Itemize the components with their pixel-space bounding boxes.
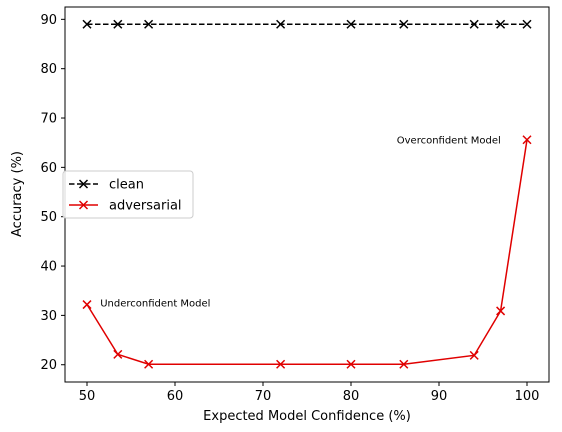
data-point-clean [522,19,532,29]
marker-stroke [144,19,154,29]
data-point-clean [276,19,286,29]
data-point-adversarial [113,349,123,359]
data-point-adversarial [399,359,409,369]
data-point-adversarial [276,359,286,369]
data-point-adversarial [496,306,506,316]
x-axis-label: Expected Model Confidence (%) [203,409,411,424]
x-tick-label: 100 [515,389,540,404]
marker-stroke [522,19,532,29]
legend: clean adversarial [62,170,194,219]
marker-stroke [113,19,123,29]
legend-marker-clean [78,179,89,189]
legend-label-clean: clean [109,178,144,193]
data-point-adversarial [82,300,92,310]
y-tick-label: 60 [40,161,57,176]
y-tick-label: 70 [40,112,57,127]
marker-stroke [346,19,356,29]
x-tick-label: 70 [255,389,272,404]
x-tick-label: 50 [79,389,96,404]
data-point-clean [113,19,123,29]
y-tick-label: 80 [40,62,57,77]
legend-box [62,170,194,219]
data-point-clean [469,19,479,29]
data-point-clean [399,19,409,29]
marker-stroke [82,19,92,29]
y-axis: 20 30 40 50 60 70 80 90 [40,13,65,373]
marker-stroke [496,306,506,316]
marker-stroke [522,135,532,145]
y-tick-label: 20 [40,358,57,373]
annotation-text: Overconfident Model [397,136,501,147]
x-tick-label: 80 [343,389,360,404]
data-point-adversarial [346,359,356,369]
annotation-text: Underconfident Model [100,299,210,310]
x-tick-label: 90 [431,389,448,404]
y-tick-label: 30 [40,309,57,324]
data-point-clean [496,19,506,29]
data-point-clean [82,19,92,29]
marker-stroke [469,19,479,29]
marker-stroke [346,359,356,369]
data-point-adversarial [144,359,154,369]
x-axis: 50 60 70 80 90 100 [79,382,540,404]
legend-marker-adversarial [78,200,89,210]
marker-stroke [276,359,286,369]
marker-stroke [82,300,92,310]
marker-stroke [78,179,89,189]
y-tick-label: 50 [40,210,57,225]
marker-stroke [469,350,479,360]
series-layer [82,19,532,369]
data-point-clean [144,19,154,29]
legend-label-adversarial: adversarial [109,199,182,214]
marker-stroke [78,200,89,210]
marker-stroke [276,19,286,29]
y-tick-label: 40 [40,260,57,275]
y-axis-label: Accuracy (%) [10,151,25,237]
data-point-clean [346,19,356,29]
marker-stroke [399,19,409,29]
marker-stroke [399,359,409,369]
data-point-adversarial [469,350,479,360]
marker-stroke [113,349,123,359]
marker-stroke [144,359,154,369]
y-tick-label: 90 [40,13,57,28]
x-tick-label: 60 [167,389,184,404]
annotations: Underconfident Model Overconfident Model [100,136,501,310]
data-point-adversarial [522,135,532,145]
marker-stroke [496,19,506,29]
